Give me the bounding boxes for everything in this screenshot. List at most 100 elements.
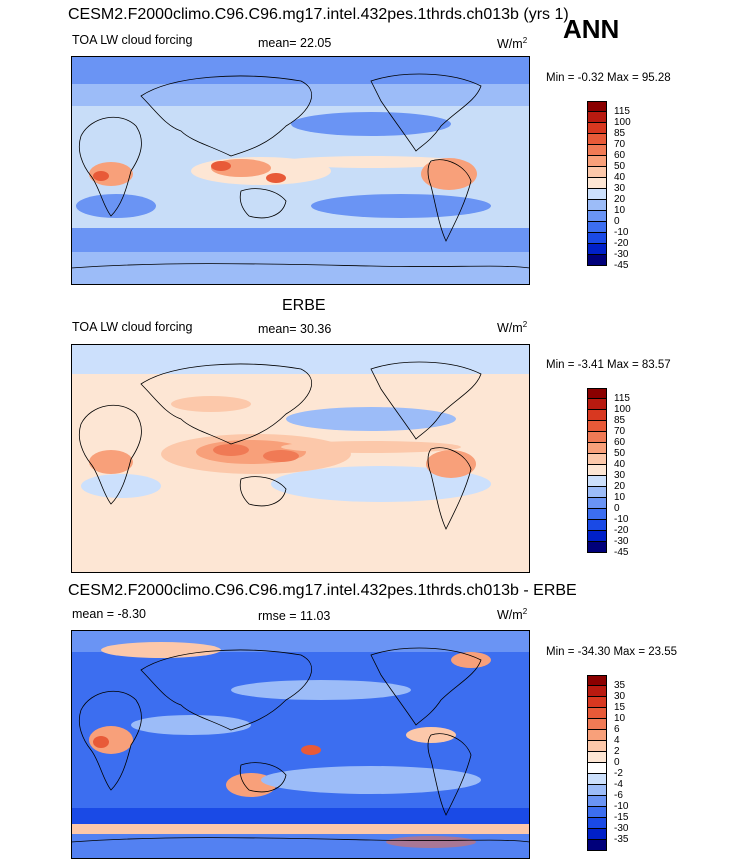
panel-1-arctic-band (71, 56, 530, 84)
panel-2-southern-ocean-band (71, 514, 530, 539)
colorbar-swatch (587, 156, 607, 167)
colorbar-swatch (587, 719, 607, 730)
panel-1-north-pacific-low (291, 112, 451, 136)
colorbar-tick-label: 60 (614, 437, 626, 448)
colorbar-swatch (587, 200, 607, 211)
panel-3-title: CESM2.F2000climo.C96.C96.mg17.intel.432p… (68, 582, 577, 599)
colorbar-swatch (587, 178, 607, 189)
panel-1-maritime-continent-core (211, 161, 231, 171)
colorbar-tick-label: 115 (614, 393, 630, 404)
panel-2-spcz-core (263, 450, 299, 462)
colorbar-swatch (587, 741, 607, 752)
panel-2-min-max: Min = -3.41 Max = 83.57 (546, 359, 671, 371)
panel-3-africa-outline (78, 691, 142, 791)
panel-2-coastlines (78, 361, 482, 530)
colorbar-swatch (587, 785, 607, 796)
panel-1-title: CESM2.F2000climo.C96.C96.mg17.intel.432p… (68, 6, 569, 23)
panel-3-rmse-label: rmse = 11.03 (258, 609, 331, 623)
panel-1-antarctica-outline (71, 263, 530, 269)
panel-2-north-america-outline (370, 361, 482, 440)
colorbar-tick-label: 6 (614, 724, 620, 735)
colorbar-tick-label: 115 (614, 106, 630, 117)
colorbar-swatch (587, 101, 607, 112)
colorbar-tick-label: -35 (614, 834, 629, 845)
colorbar-swatch (587, 840, 607, 851)
panel-2-variable-label: TOA LW cloud forcing (72, 320, 193, 334)
colorbar-swatch (587, 465, 607, 476)
colorbar-tick-label: 40 (614, 459, 626, 470)
panel-3-units: W/m2 (497, 607, 528, 623)
colorbar-swatch (587, 542, 607, 553)
panel-3-eurasia-outline (140, 649, 312, 731)
colorbar-swatch (587, 233, 607, 244)
panel-2-map (71, 344, 530, 573)
colorbar-swatch (587, 697, 607, 708)
colorbar-swatch (587, 145, 607, 156)
colorbar-tick-label: -4 (614, 779, 623, 790)
colorbar-tick-label: 100 (614, 117, 631, 128)
colorbar-swatch (587, 134, 607, 145)
panel-1-coastlines (71, 73, 530, 269)
colorbar-swatch (587, 774, 607, 785)
colorbar-tick-label: 20 (614, 481, 626, 492)
colorbar-tick-label: 35 (614, 680, 626, 691)
colorbar-tick-label: -10 (614, 227, 629, 238)
panel-2-africa-outline (78, 405, 142, 505)
colorbar-swatch (587, 167, 607, 178)
colorbar-tick-label: 4 (614, 735, 620, 746)
colorbar-tick-label: -2 (614, 768, 623, 779)
colorbar-swatch (587, 222, 607, 233)
panel-1-variable-label: TOA LW cloud forcing (72, 33, 193, 47)
colorbar-tick-label: -30 (614, 823, 629, 834)
panel-2-mean-label: mean= 30.36 (258, 322, 332, 336)
panel-1-north-midlat-band (71, 84, 530, 106)
panel-1-south-midlat-band (71, 228, 530, 252)
colorbar-tick-label: 40 (614, 172, 626, 183)
panel-3-map-frame (71, 630, 530, 859)
colorbar-swatch (587, 112, 607, 123)
colorbar-swatch (587, 829, 607, 840)
colorbar-tick-label: 30 (614, 183, 626, 194)
panel-2-itcz (281, 441, 461, 453)
panel-2-north-pacific-low (286, 407, 456, 431)
colorbar-swatch (587, 763, 607, 774)
panel-2-units: W/m2 (497, 320, 528, 336)
panel-1-south-america-outline (427, 159, 472, 242)
colorbar-swatch (587, 443, 607, 454)
colorbar-tick-label: 60 (614, 150, 626, 161)
panel-1-amazon-convection (421, 158, 477, 190)
panel-3-indian-ocean-anom (131, 715, 251, 735)
colorbar-swatch (587, 818, 607, 829)
panel-3-south-pacific-anom (261, 766, 481, 794)
panel-1-congo-core (93, 171, 109, 181)
panel-2-australia-outline (239, 476, 287, 507)
panel-3-north-atlantic-anom (101, 642, 221, 658)
colorbar-tick-label: 85 (614, 415, 626, 426)
colorbar-swatch (587, 708, 607, 719)
panel-3-antarctic-band (71, 834, 530, 859)
colorbar-swatch (587, 686, 607, 697)
colorbar-swatch (587, 189, 607, 200)
panel-1-africa-outline (78, 117, 142, 217)
colorbar-swatch (587, 520, 607, 531)
colorbar-swatch (587, 531, 607, 542)
season-label: ANN (563, 14, 620, 44)
colorbar-tick-label: 100 (614, 404, 631, 415)
colorbar-tick-label: 0 (614, 216, 620, 227)
panel-3-greenland-anom (451, 652, 491, 668)
panel-3-new-guinea-anom (301, 745, 321, 755)
colorbar-tick-label: -20 (614, 238, 629, 249)
panel-1-itcz (281, 156, 461, 168)
colorbar-swatch (587, 432, 607, 443)
colorbar-swatch (587, 796, 607, 807)
panel-1-south-atlantic-low (76, 194, 156, 218)
colorbar-tick-label: 0 (614, 503, 620, 514)
panel-2-asia-band (171, 396, 251, 412)
colorbar-tick-label: 15 (614, 702, 626, 713)
colorbar-tick-label: 50 (614, 161, 626, 172)
panel-3-north-america-outline (370, 647, 482, 726)
colorbar-swatch (587, 509, 607, 520)
panel-1-new-guinea-core (266, 173, 286, 183)
panel-1-eurasia-outline (140, 75, 312, 157)
colorbar-swatch (587, 123, 607, 134)
